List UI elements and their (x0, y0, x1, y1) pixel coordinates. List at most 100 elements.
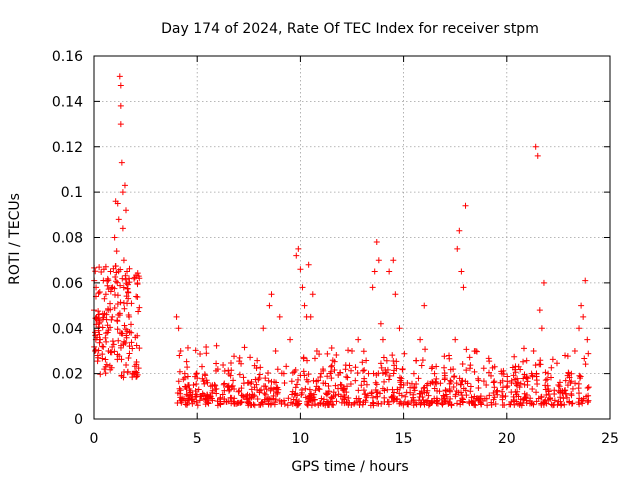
data-point (135, 365, 142, 372)
data-point (120, 284, 127, 291)
data-point (523, 357, 530, 364)
data-point (100, 343, 107, 350)
data-point (114, 318, 121, 325)
data-point (236, 358, 243, 365)
data-point (302, 394, 309, 401)
data-point (263, 386, 270, 393)
data-point (390, 398, 397, 405)
data-point (328, 345, 335, 352)
data-point (192, 388, 199, 395)
data-point (129, 345, 136, 352)
data-point (390, 257, 397, 264)
data-point (571, 347, 578, 354)
data-point (466, 398, 473, 405)
data-point (396, 325, 403, 332)
data-point (491, 363, 498, 370)
data-point (305, 378, 312, 385)
data-point (270, 386, 277, 393)
data-point (121, 322, 128, 329)
y-tick-label: 0.12 (52, 140, 83, 156)
data-point (119, 275, 126, 282)
data-point (324, 350, 331, 357)
data-point (486, 358, 493, 365)
data-point (429, 379, 436, 386)
data-point (113, 278, 120, 285)
data-point (553, 360, 560, 367)
data-point (247, 354, 254, 361)
data-point (379, 385, 386, 392)
data-point (393, 358, 400, 365)
data-point (174, 400, 181, 407)
data-point (114, 300, 121, 307)
data-point (102, 356, 109, 363)
data-point (344, 374, 351, 381)
data-point (462, 202, 469, 209)
data-point (329, 395, 336, 402)
data-point (473, 395, 480, 402)
data-point (492, 400, 499, 407)
data-point (192, 347, 199, 354)
data-point (533, 389, 540, 396)
data-point (229, 382, 236, 389)
data-point (125, 289, 132, 296)
data-point (575, 390, 582, 397)
data-point (125, 355, 132, 362)
data-point (344, 383, 351, 390)
data-point (374, 393, 381, 400)
data-point (549, 356, 556, 363)
data-point (581, 355, 588, 362)
data-point (338, 399, 345, 406)
data-point (568, 370, 575, 377)
data-point (281, 401, 288, 408)
data-point (377, 320, 384, 327)
data-point (460, 385, 467, 392)
data-point (325, 383, 332, 390)
data-point (192, 373, 199, 380)
data-point (133, 272, 140, 279)
data-point (109, 313, 116, 320)
data-point (367, 402, 374, 409)
data-point (193, 381, 200, 388)
data-point (208, 395, 215, 402)
data-point (99, 310, 106, 317)
data-point (416, 393, 423, 400)
data-point (123, 362, 130, 369)
data-point (523, 399, 530, 406)
data-point (195, 386, 202, 393)
data-point (582, 361, 589, 368)
data-point (420, 399, 427, 406)
data-point (450, 374, 457, 381)
data-point (293, 252, 300, 259)
data-point (221, 367, 228, 374)
data-point (555, 381, 562, 388)
data-point (345, 394, 352, 401)
data-point (180, 376, 187, 383)
data-point (477, 393, 484, 400)
data-point (512, 376, 519, 383)
data-point (244, 379, 251, 386)
data-point (259, 399, 266, 406)
data-point (311, 355, 318, 362)
data-point (305, 371, 312, 378)
data-point (562, 390, 569, 397)
data-point (300, 354, 307, 361)
data-point (433, 375, 440, 382)
data-point (109, 338, 116, 345)
data-point (456, 227, 463, 234)
data-point (295, 401, 302, 408)
data-point (299, 284, 306, 291)
data-point (119, 189, 126, 196)
data-point (253, 365, 260, 372)
data-point (92, 268, 99, 275)
data-point (491, 384, 498, 391)
data-point (446, 355, 453, 362)
data-point (443, 393, 450, 400)
data-point (392, 291, 399, 298)
data-point (313, 378, 320, 385)
data-point (488, 372, 495, 379)
data-point (506, 401, 513, 408)
data-point (133, 342, 140, 349)
data-point (384, 386, 391, 393)
data-point (407, 389, 414, 396)
data-point (383, 357, 390, 364)
